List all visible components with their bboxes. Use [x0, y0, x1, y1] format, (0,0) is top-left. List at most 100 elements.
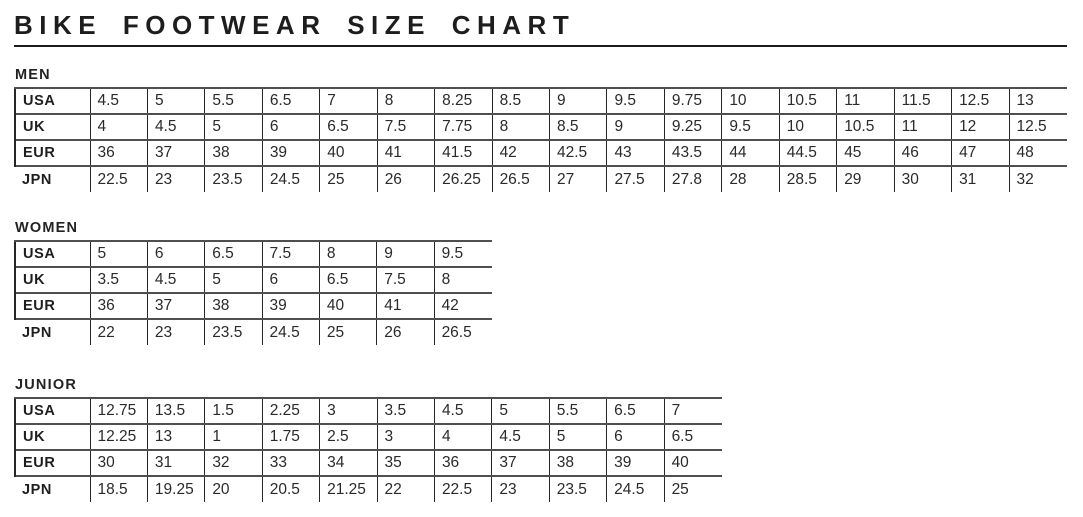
row-label: JPN: [15, 165, 90, 192]
size-cell: 23: [491, 475, 550, 502]
size-cell: 7.75: [434, 113, 493, 140]
size-cell: 4.5: [89, 87, 148, 114]
size-tables-container: MEN USA 4.5 5 5.5 6.5 7 8 8.25 8.5 9 9.5 9.75 10 10.5 1…: [14, 68, 1069, 502]
size-cell: 3.5: [89, 266, 148, 293]
size-cell: 4.5: [491, 423, 550, 450]
size-cell: 10.5: [778, 87, 837, 114]
table-row-eur: EUR 30 31 32 33 34 35 36 37 38 39 40: [14, 449, 722, 476]
size-cell: 5: [204, 266, 263, 293]
size-cell: 39: [606, 449, 665, 476]
size-cell: 7.5: [376, 266, 435, 293]
size-cell: 22: [89, 318, 148, 345]
size-cell: 35: [376, 449, 435, 476]
size-cell: 3.5: [376, 397, 435, 424]
size-cell: 12.5: [951, 87, 1009, 114]
size-cell: 48: [1008, 139, 1067, 166]
size-cell: 3: [376, 423, 435, 450]
size-cell: 26.5: [433, 318, 492, 345]
size-cell: 8.25: [434, 87, 493, 114]
size-cell: 11.5: [893, 87, 952, 114]
size-cell: 20.5: [261, 475, 320, 502]
size-cell: 9: [606, 113, 665, 140]
table-row-jpn: JPN 22.5 23 23.5 24.5 25 26 26.25 26.5 27 27.5 27.8…: [15, 165, 1067, 192]
size-cell: 4.5: [146, 113, 205, 140]
table-row-uk: UK 3.5 4.5 5 6 6.5 7.5 8: [14, 266, 492, 293]
size-cell: 31: [146, 449, 205, 476]
size-cell: 38: [204, 139, 263, 166]
table-row-uk: UK 12.25 13 1 1.75 2.5 3 4 4.5 5 6 6.5: [14, 423, 722, 450]
size-cell: 27.8: [663, 165, 722, 192]
size-cell: 5.5: [204, 87, 263, 114]
size-cell: 1: [204, 423, 263, 450]
size-table-women: USA 5 6 6.5 7.5 8 9 9.5 UK 3.5 4.5 5 6 6.5 7.5 8 EUR 36 37…: [14, 240, 492, 345]
size-cell: 4.5: [146, 266, 205, 293]
size-cell: 7: [663, 397, 722, 424]
size-cell: 36: [89, 292, 148, 319]
size-cell: 5: [548, 423, 607, 450]
size-cell: 5: [204, 113, 263, 140]
row-label: UK: [14, 113, 90, 140]
size-cell: 8: [491, 113, 550, 140]
size-cell: 43: [606, 139, 665, 166]
size-cell: 13.5: [146, 397, 205, 424]
size-cell: 24.5: [606, 475, 665, 502]
size-cell: 21.25: [319, 475, 378, 502]
row-label: EUR: [14, 292, 90, 319]
size-cell: 9: [548, 87, 607, 114]
table-row-uk: UK 4 4.5 5 6 6.5 7.5 7.75 8 8.5 9 9.25 9.5 10 10.5 11 12…: [14, 113, 1067, 140]
size-cell: 41: [376, 292, 435, 319]
size-table-section-men: MEN USA 4.5 5 5.5 6.5 7 8 8.25 8.5 9 9.5 9.75 10 10.5 1…: [14, 68, 1069, 192]
table-row-usa: USA 5 6 6.5 7.5 8 9 9.5: [14, 240, 492, 267]
size-cell: 6: [606, 423, 665, 450]
size-cell: 38: [204, 292, 263, 319]
size-cell: 30: [893, 165, 952, 192]
size-cell: 22: [376, 475, 435, 502]
size-cell: 40: [663, 449, 722, 476]
size-cell: 24.5: [261, 165, 320, 192]
size-cell: 6.5: [663, 423, 722, 450]
size-cell: 42: [491, 139, 550, 166]
size-table-section-women: WOMEN USA 5 6 6.5 7.5 8 9 9.5 UK 3.5 4.5 5 6 6.5 7.5 8 EU…: [14, 221, 1069, 345]
size-cell: 8: [433, 266, 492, 293]
row-label: EUR: [14, 139, 90, 166]
table-row-eur: EUR 36 37 38 39 40 41 42: [14, 292, 492, 319]
size-cell: 42: [433, 292, 492, 319]
size-cell: 41: [376, 139, 435, 166]
size-cell: 41.5: [434, 139, 493, 166]
row-label: USA: [14, 87, 90, 114]
size-cell: 6: [261, 113, 320, 140]
size-cell: 8: [376, 87, 435, 114]
section-heading-junior: JUNIOR: [15, 377, 77, 393]
size-cell: 32: [1008, 165, 1067, 192]
size-table-men: USA 4.5 5 5.5 6.5 7 8 8.25 8.5 9 9.5 9.75 10 10.5 11 11…: [14, 87, 1067, 192]
size-cell: 8.5: [491, 87, 550, 114]
size-table-junior: USA 12.75 13.5 1.5 2.25 3 3.5 4.5 5 5.5 6.5 7 UK 12.2…: [14, 397, 722, 502]
size-cell: 10: [778, 113, 837, 140]
size-cell: 13: [1008, 87, 1067, 114]
size-cell: 38: [548, 449, 607, 476]
size-cell: 33: [261, 449, 320, 476]
size-cell: 5: [491, 397, 550, 424]
row-label: USA: [14, 397, 90, 424]
row-label: UK: [14, 266, 90, 293]
size-cell: 44: [721, 139, 780, 166]
size-cell: 1.75: [261, 423, 320, 450]
size-cell: 24.5: [261, 318, 320, 345]
size-cell: 12.5: [1008, 113, 1067, 140]
size-cell: 5: [89, 240, 148, 267]
row-label: EUR: [14, 449, 90, 476]
size-table-section-junior: JUNIOR USA 12.75 13.5 1.5 2.25 3 3.5 4.5 5 5.5 6.5 7…: [14, 377, 1069, 502]
size-cell: 9.5: [721, 113, 780, 140]
size-cell: 28.5: [778, 165, 837, 192]
size-cell: 6.5: [261, 87, 320, 114]
size-cell: 31: [951, 165, 1009, 192]
size-cell: 6.5: [204, 240, 263, 267]
size-cell: 7: [319, 87, 378, 114]
size-cell: 23.5: [204, 165, 263, 192]
size-cell: 8.5: [548, 113, 607, 140]
size-cell: 8: [318, 240, 377, 267]
size-cell: 6.5: [319, 113, 378, 140]
size-cell: 4: [433, 423, 492, 450]
size-cell: 6.5: [318, 266, 377, 293]
